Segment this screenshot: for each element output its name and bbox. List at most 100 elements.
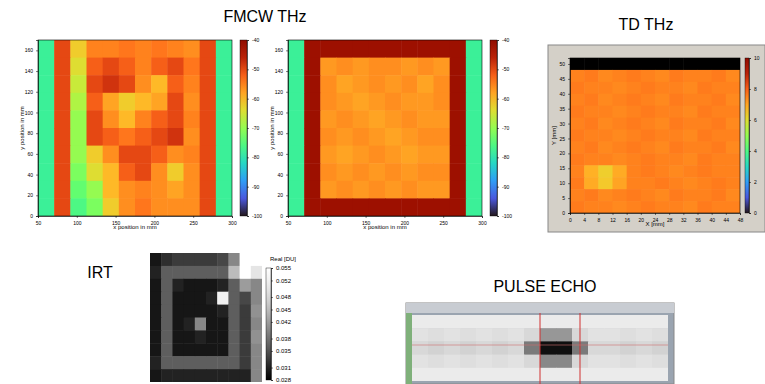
tick: 25: [559, 136, 570, 142]
cell: [655, 189, 670, 201]
tick: -60: [497, 96, 509, 102]
cell: [54, 146, 71, 164]
cell: [584, 153, 599, 165]
cell: [641, 141, 656, 153]
cell: [103, 128, 120, 146]
cell: [598, 153, 613, 165]
cell: [417, 75, 434, 93]
cell: [217, 292, 229, 305]
tick-label: -80: [502, 154, 509, 160]
cell: [652, 368, 668, 381]
cell: [524, 341, 541, 355]
cell: [320, 163, 337, 181]
tick-label: 60: [277, 151, 283, 157]
axis-title: x position in mm: [363, 224, 406, 230]
tick-label: 100: [73, 220, 82, 226]
cell: [598, 82, 613, 94]
cell: [385, 110, 402, 128]
cell: [620, 315, 637, 329]
cell: [167, 198, 184, 216]
cell: [444, 368, 461, 381]
cell: [288, 58, 305, 76]
cell: [385, 128, 402, 146]
cell: [466, 146, 482, 164]
tick-label: 4: [754, 148, 757, 154]
cell: [712, 94, 727, 106]
panel-title: PULSE ECHO: [493, 278, 596, 295]
no-data: [669, 58, 684, 70]
cell: [216, 75, 232, 93]
tick-label: 20: [639, 217, 645, 223]
cell: [604, 341, 621, 355]
cell: [450, 40, 467, 58]
cell: [604, 315, 621, 329]
cell: [38, 93, 55, 111]
cell: [450, 93, 467, 111]
cell: [683, 177, 698, 189]
tick: -40: [247, 37, 259, 43]
cell: [570, 141, 585, 153]
cell: [87, 198, 104, 216]
cell: [172, 292, 184, 305]
cell: [217, 279, 229, 292]
cell: [320, 40, 337, 58]
cell: [251, 356, 262, 369]
cell: [135, 128, 152, 146]
tick-mark: [749, 213, 751, 214]
cell: [613, 153, 628, 165]
cell: [401, 75, 418, 93]
cell: [54, 128, 71, 146]
tick-label: 45: [559, 76, 565, 82]
axis: 020406080100120140160: [275, 41, 289, 220]
panel-frame: [406, 303, 674, 384]
cell: [460, 315, 477, 329]
cell: [228, 369, 240, 382]
cell: [167, 75, 184, 93]
cell: [167, 40, 184, 58]
tick-mark: [271, 368, 273, 369]
cell: [184, 305, 196, 318]
cell: [476, 328, 493, 342]
cell: [417, 93, 434, 111]
tick: 0: [569, 213, 572, 223]
cell: [466, 163, 482, 181]
cell: [184, 163, 201, 181]
cell: [712, 130, 727, 142]
tick-label: 20: [277, 192, 283, 198]
cell: [434, 146, 451, 164]
cell: [369, 75, 386, 93]
tick-mark: [749, 151, 751, 152]
colorbar: [745, 58, 749, 213]
cell: [726, 94, 740, 106]
axis-line: [571, 214, 741, 216]
cell: [216, 198, 232, 216]
cell: [620, 341, 637, 355]
cell: [150, 292, 162, 305]
axis-line: [248, 41, 250, 217]
cell: [417, 146, 434, 164]
cell: [570, 118, 585, 130]
cell: [712, 82, 727, 94]
tick: -100: [497, 213, 512, 219]
cell: [726, 106, 740, 118]
cell: [556, 341, 573, 355]
tick: 20: [559, 150, 570, 156]
cell: [337, 40, 354, 58]
tick-mark: [497, 69, 499, 70]
cell: [54, 110, 71, 128]
cell: [151, 75, 168, 93]
cell: [636, 341, 653, 355]
cell: [683, 201, 698, 213]
cell: [627, 70, 642, 82]
tick: 100: [73, 216, 82, 226]
cell: [476, 355, 493, 369]
cell: [70, 198, 87, 216]
cells: [38, 40, 232, 216]
panel: 0481216202428323640444805101520253035404…: [548, 16, 765, 232]
cell: [627, 118, 642, 130]
tick: 80: [277, 130, 288, 136]
cell: [434, 181, 451, 199]
tick: 20: [639, 213, 645, 223]
tick: 140: [25, 68, 38, 74]
cell: [401, 93, 418, 111]
